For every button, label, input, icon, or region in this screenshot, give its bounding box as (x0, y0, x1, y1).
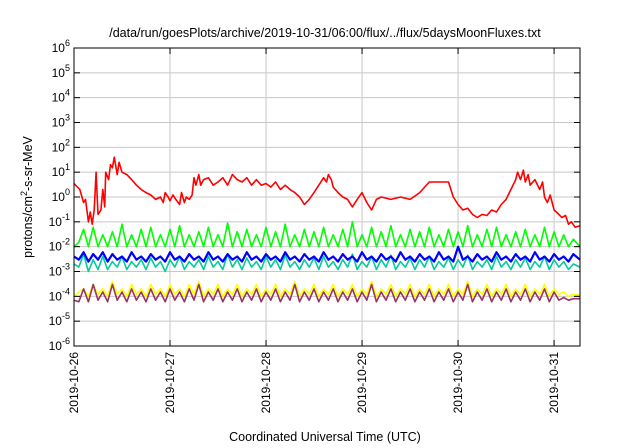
y-tick-label: 103 (52, 113, 70, 130)
y-tick-label: 10-1 (49, 212, 70, 229)
y-tick-label: 101 (52, 162, 70, 179)
x-tick-label: 2019-10-29 (355, 352, 369, 414)
x-axis-label: Coordinated Universal Time (UTC) (229, 430, 421, 444)
y-tick-label: 104 (52, 88, 70, 105)
data-series (73, 156, 581, 303)
series-line-1 (73, 156, 581, 229)
y-tick-label: 10-3 (49, 262, 70, 279)
x-tick-label: 2019-10-27 (163, 352, 177, 414)
y-tick-label: 10-6 (49, 336, 70, 353)
series-line-4 (73, 245, 581, 263)
series-line-2 (73, 221, 581, 248)
series-line-5 (73, 280, 581, 298)
grid-lines (73, 47, 580, 347)
y-tick-label: 10-4 (49, 286, 70, 303)
y-tick-label: 10-5 (49, 311, 70, 328)
x-tick-label: 2019-10-30 (451, 352, 465, 414)
y-tick-label: 10-2 (49, 237, 70, 254)
y-tick-label: 106 (52, 38, 70, 55)
x-tick-label: 2019-10-26 (67, 352, 81, 414)
x-tick-label: 2019-10-31 (547, 352, 561, 414)
x-axis-ticks: 2019-10-26 2019-10-27 2019-10-28 2019-10-29… (67, 48, 561, 413)
y-tick-label: 102 (52, 137, 70, 154)
y-axis-label: protons/cm2-s-sr-MeV (19, 135, 35, 257)
x-tick-label: 2019-10-28 (259, 352, 273, 414)
series-line-3 (73, 253, 581, 273)
y-tick-label: 105 (52, 63, 70, 80)
chart-title: /data/run/goesPlots/archive/2019-10-31/0… (109, 26, 541, 40)
y-axis-ticks: 106 105 104 103 102 101 100 10-1 10-2 10-3 10-4 10-… (49, 38, 580, 353)
y-tick-label: 100 (52, 187, 70, 204)
series-line-6 (73, 283, 580, 303)
